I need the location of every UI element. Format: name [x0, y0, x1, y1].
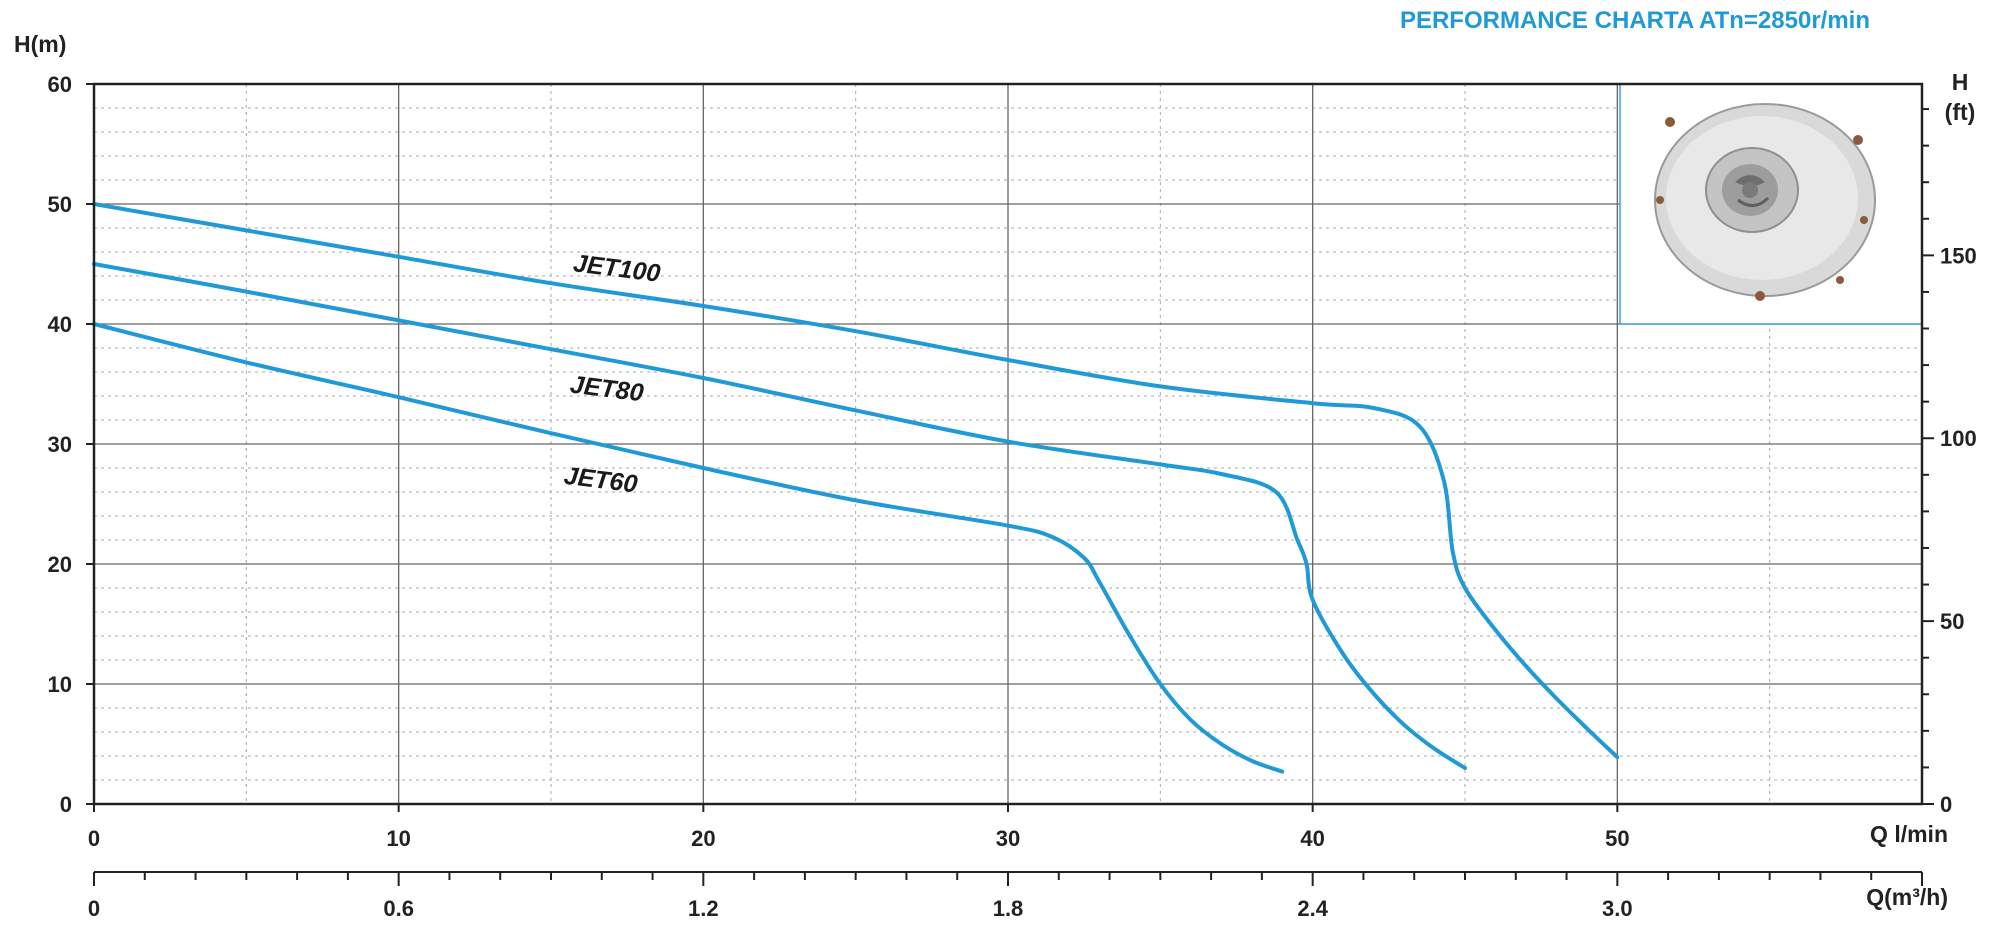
y-tick-label: 60 [48, 72, 72, 97]
x-axis-title: Q l/min [1870, 821, 1948, 847]
curve-jet80 [92, 262, 1467, 770]
x-axis-ticks: 0 10 20 30 40 50 [88, 804, 1630, 851]
x2-tick-label: 0.6 [383, 896, 414, 921]
x2-tick-label: 3.0 [1602, 896, 1633, 921]
series-label-jet100: JET100 [572, 249, 662, 287]
y-axis-ticks: 0 10 20 30 40 50 60 [48, 72, 94, 817]
y2-tick-label: 50 [1940, 609, 1964, 634]
x2-tick-label: 1.8 [993, 896, 1024, 921]
x-tick-label: 0 [88, 826, 100, 851]
x-tick-label: 20 [691, 826, 715, 851]
series-label-jet80: JET80 [569, 371, 646, 408]
curve-jet100 [92, 202, 1620, 760]
y-axis-title: H(m) [14, 31, 66, 57]
x-tick-label: 30 [996, 826, 1020, 851]
y-tick-label: 20 [48, 552, 72, 577]
y2-tick-label: 0 [1940, 792, 1952, 817]
chart-title: PERFORMANCE CHARTA ATn=2850r/min [1400, 7, 1870, 34]
major-gridlines [94, 84, 1922, 804]
series-label-jet60: JET60 [562, 462, 639, 499]
x-tick-label: 50 [1605, 826, 1629, 851]
pump-impeller-inset [1619, 83, 1923, 325]
y-tick-label: 0 [60, 792, 72, 817]
y2-axis-title-line2: (ft) [1945, 99, 1976, 125]
y2-axis-title-line1: H [1952, 69, 1969, 95]
x-tick-label: 40 [1300, 826, 1324, 851]
x2-axis: 0 0.6 1.2 1.8 2.4 3.0 [88, 871, 1923, 921]
y-tick-label: 40 [48, 312, 72, 337]
y-tick-label: 30 [48, 432, 72, 457]
x-tick-label: 10 [386, 826, 410, 851]
x2-tick-label: 2.4 [1297, 896, 1328, 921]
curves-layer [92, 202, 1620, 774]
y2-tick-label: 150 [1940, 243, 1977, 268]
x2-tick-label: 0 [88, 896, 100, 921]
y2-tick-label: 100 [1940, 426, 1977, 451]
x2-tick-label: 1.2 [688, 896, 719, 921]
y2-axis-ticks: 0 50 100 150 [1922, 108, 1977, 817]
x2-axis-title: Q(m³/h) [1866, 884, 1948, 910]
curve-jet60 [92, 322, 1285, 774]
y-tick-label: 10 [48, 672, 72, 697]
y-tick-label: 50 [48, 192, 72, 217]
pump-impeller-icon [1654, 103, 1876, 301]
